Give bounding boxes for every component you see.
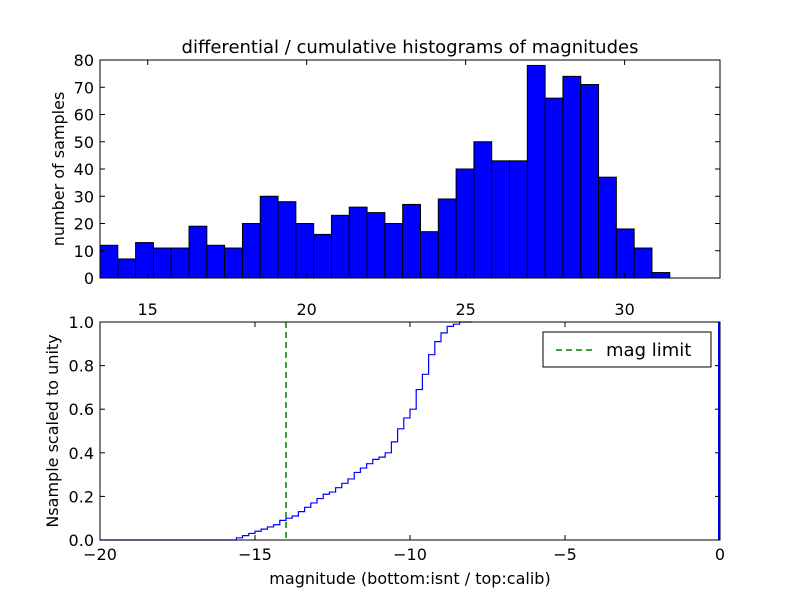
bottom-x-axis-label: magnitude (bottom:isnt / top:calib): [269, 569, 550, 588]
top-yticks-group: 0 10 20 30 40 50 60 70 80: [74, 51, 720, 288]
histogram-bar: [598, 176, 617, 279]
histogram-bar: [366, 212, 386, 279]
top-bars-group: [99, 64, 671, 279]
histogram-bar: [615, 228, 635, 279]
histogram-bar: [633, 247, 653, 279]
histogram-bar: [455, 168, 475, 279]
histogram-bar: [526, 64, 546, 279]
bottom-xtick-label: 0: [715, 545, 725, 564]
top-histogram-panel: differential / cumulative histograms of …: [49, 37, 721, 319]
top-ytick-label: 60: [74, 106, 94, 125]
top-xtick-label: 15: [138, 300, 158, 319]
histogram-bar: [241, 223, 261, 279]
histogram-bar: [259, 195, 279, 279]
bottom-ytick-label: 0.0: [69, 531, 94, 550]
bottom-yticks-group: 0.0 0.2 0.4 0.6 0.8 1.0: [69, 313, 720, 550]
top-ytick-label: 40: [74, 160, 94, 179]
top-chart-title: differential / cumulative histograms of …: [182, 37, 639, 58]
bottom-xticks-group: −20 −15 −10 −5 0: [83, 322, 725, 564]
histogram-bar: [188, 225, 208, 279]
top-ytick-label: 30: [74, 187, 94, 206]
histogram-bar: [491, 160, 511, 279]
bottom-ytick-label: 1.0: [69, 313, 94, 332]
histogram-bar: [419, 231, 439, 279]
histogram-bar: [295, 223, 315, 279]
bottom-ytick-label: 0.2: [69, 487, 94, 506]
bottom-ytick-label: 0.8: [69, 357, 94, 376]
top-xtick-label: 20: [296, 300, 316, 319]
histogram-bar: [651, 272, 671, 279]
top-xticks-group: 15 20 25 30: [138, 60, 635, 319]
histogram-bar: [580, 84, 600, 279]
top-y-axis-label: number of samples: [49, 92, 68, 247]
top-xtick-label: 25: [455, 300, 475, 319]
histogram-bar: [509, 160, 528, 279]
histogram-bar: [117, 258, 137, 279]
bottom-cumulative-panel: −20 −15 −10 −5 0 0.0 0.2 0.4 0.6 0.8 1.0 magnitud…: [43, 313, 725, 588]
histogram-bar: [313, 233, 332, 279]
histogram-bar: [384, 223, 404, 279]
histogram-bar: [152, 247, 172, 279]
histogram-bar: [330, 214, 350, 279]
top-ytick-label: 70: [74, 78, 94, 97]
histogram-bar: [135, 242, 154, 279]
bottom-xtick-label: −10: [393, 545, 427, 564]
bottom-content-group: [100, 321, 720, 541]
legend: mag limit: [542, 331, 712, 368]
legend-label-mag-limit: mag limit: [606, 340, 691, 361]
bottom-xtick-label: −5: [553, 545, 577, 564]
bottom-xtick-label: −15: [238, 545, 272, 564]
bottom-y-axis-label: Nsample scaled to unity: [43, 334, 62, 527]
histogram-bar: [544, 97, 564, 279]
bottom-ytick-label: 0.6: [69, 400, 94, 419]
top-ytick-label: 50: [74, 133, 94, 152]
histogram-bar: [562, 75, 582, 279]
top-ytick-label: 0: [84, 269, 94, 288]
top-ytick-label: 10: [74, 242, 94, 261]
bottom-xtick-label: −20: [83, 545, 117, 564]
histogram-bar: [170, 247, 190, 279]
top-xtick-label: 30: [614, 300, 634, 319]
histogram-bar: [437, 198, 457, 279]
histogram-bar: [348, 206, 368, 279]
histogram-bar: [277, 201, 297, 279]
top-ytick-label: 20: [74, 215, 94, 234]
histogram-bar: [206, 244, 226, 279]
histogram-bar: [224, 247, 243, 279]
cumulative-step-line: [100, 321, 472, 541]
histogram-bar: [99, 244, 119, 279]
top-ytick-label: 80: [74, 51, 94, 70]
histogram-bar: [402, 203, 421, 279]
histogram-bar: [473, 141, 493, 279]
bottom-ytick-label: 0.4: [69, 444, 94, 463]
